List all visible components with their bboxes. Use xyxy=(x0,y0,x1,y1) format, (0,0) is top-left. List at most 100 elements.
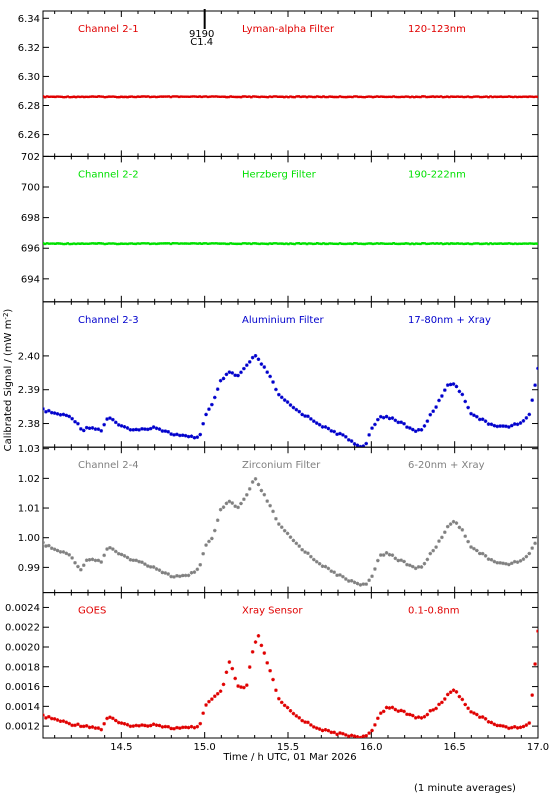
data-point xyxy=(148,565,153,569)
data-point xyxy=(332,570,336,575)
data-point xyxy=(335,732,339,737)
data-point xyxy=(492,722,497,727)
data-point xyxy=(370,426,374,430)
data-point xyxy=(207,407,211,411)
data-point xyxy=(332,429,336,434)
data-point xyxy=(390,416,395,420)
data-point xyxy=(349,578,354,583)
data-point xyxy=(501,724,505,728)
data-point xyxy=(509,725,514,730)
data-point xyxy=(381,709,386,714)
data-point xyxy=(533,541,537,546)
y-tick-label: 0.0020 xyxy=(5,643,40,654)
data-point xyxy=(157,427,162,431)
x-tick-label: 16.0 xyxy=(360,742,382,753)
data-point xyxy=(172,433,176,437)
data-point xyxy=(58,719,63,724)
data-point xyxy=(154,723,159,727)
data-point xyxy=(326,728,331,733)
data-point xyxy=(376,558,380,563)
data-point xyxy=(384,705,389,710)
y-tick-label: 2.38 xyxy=(18,419,40,430)
data-point xyxy=(419,716,424,720)
data-point xyxy=(294,541,299,546)
series-ch21 xyxy=(43,95,538,99)
data-point xyxy=(297,716,302,720)
data-point xyxy=(448,522,453,526)
data-point xyxy=(352,580,357,585)
data-point xyxy=(116,720,121,725)
data-point xyxy=(180,725,185,730)
data-point xyxy=(90,426,95,430)
data-point xyxy=(480,715,485,719)
data-point xyxy=(198,432,203,437)
panel-label: Channel 2-2 xyxy=(78,169,139,180)
data-point xyxy=(285,531,290,536)
data-point xyxy=(530,398,534,402)
data-point xyxy=(245,493,249,497)
data-point xyxy=(335,573,339,578)
data-point xyxy=(224,372,229,377)
data-point xyxy=(210,402,214,407)
data-point xyxy=(323,727,328,732)
data-point xyxy=(230,501,235,505)
data-point xyxy=(201,421,205,426)
data-point xyxy=(242,366,246,371)
data-point xyxy=(425,419,430,423)
data-point xyxy=(399,420,403,425)
data-point xyxy=(274,516,278,521)
data-point xyxy=(396,709,401,713)
data-point xyxy=(434,706,438,711)
data-point xyxy=(253,477,258,481)
data-point xyxy=(90,725,95,729)
data-point xyxy=(288,535,293,539)
data-point xyxy=(105,716,109,721)
data-point xyxy=(489,422,494,427)
data-point xyxy=(268,503,272,508)
data-point xyxy=(111,716,115,721)
data-point xyxy=(204,543,208,547)
data-point xyxy=(140,723,144,727)
data-point xyxy=(227,660,232,664)
data-point xyxy=(172,726,176,731)
data-point xyxy=(405,712,409,717)
data-point xyxy=(134,723,138,728)
y-tick-label: 0.0018 xyxy=(5,662,40,673)
data-point xyxy=(160,570,165,575)
data-point xyxy=(405,562,409,567)
data-point xyxy=(125,555,130,560)
x-tick-label: 17.0 xyxy=(527,742,549,753)
data-point xyxy=(361,444,366,448)
y-tick-label: 696 xyxy=(21,244,40,255)
data-point xyxy=(250,480,255,484)
data-point xyxy=(384,551,389,555)
data-point xyxy=(373,723,377,727)
data-point xyxy=(475,414,479,419)
data-point xyxy=(408,712,412,717)
data-point xyxy=(271,380,275,384)
data-point xyxy=(518,421,523,425)
data-point xyxy=(192,570,197,574)
data-point xyxy=(186,573,191,578)
data-point xyxy=(349,439,354,443)
data-point xyxy=(247,360,252,364)
data-point xyxy=(306,551,310,556)
data-point xyxy=(285,400,290,404)
data-point xyxy=(119,721,124,725)
data-point xyxy=(364,441,369,446)
data-point xyxy=(445,524,450,529)
data-point xyxy=(73,560,77,565)
plot-frame xyxy=(42,592,539,739)
series-ch24 xyxy=(43,477,538,587)
data-point xyxy=(475,548,479,553)
data-point xyxy=(125,722,130,727)
data-point xyxy=(198,721,203,726)
data-point xyxy=(175,432,179,437)
data-point xyxy=(361,734,366,738)
data-point xyxy=(84,558,89,563)
data-point xyxy=(428,551,433,556)
data-point xyxy=(524,723,529,727)
data-point xyxy=(108,715,112,720)
data-point xyxy=(183,725,188,730)
data-point xyxy=(536,534,538,539)
